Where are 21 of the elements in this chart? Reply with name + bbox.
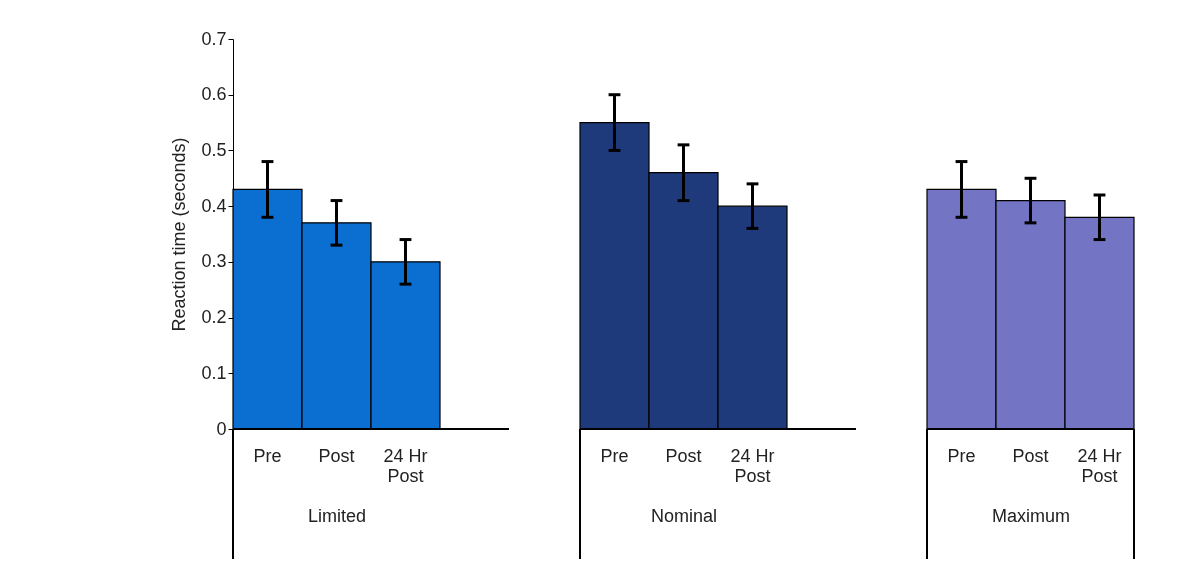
x-tick-label: Pre [947, 445, 976, 466]
y-tick-label: 0.6 [201, 84, 227, 105]
y-tick-label: 0.2 [201, 307, 227, 328]
y-tick-label: 0.3 [201, 251, 227, 272]
x-tick-label: Post [318, 445, 355, 466]
x-tick-label: Post [665, 445, 702, 466]
x-tick-label: 24 Hr Post [383, 445, 428, 486]
x-tick-label: 24 Hr Post [1077, 445, 1122, 486]
y-tick-label: 0 [216, 418, 227, 439]
y-tick-label: 0.5 [201, 139, 227, 160]
x-tick-label: 24 Hr Post [730, 445, 775, 486]
x-tick-label: Pre [253, 445, 282, 466]
x-axis-title: Nominal [650, 505, 718, 526]
y-axis-title: Reaction time (seconds) [169, 137, 190, 332]
x-axis-title: Maximum [991, 505, 1071, 526]
x-tick-label: Pre [600, 445, 629, 466]
y-tick-label: 0.4 [201, 195, 227, 216]
y-tick-label: 0.1 [201, 362, 227, 383]
x-tick-label: Post [1012, 445, 1049, 466]
x-axis-title: Limited [307, 505, 367, 526]
y-tick-label: 0.7 [201, 28, 227, 49]
